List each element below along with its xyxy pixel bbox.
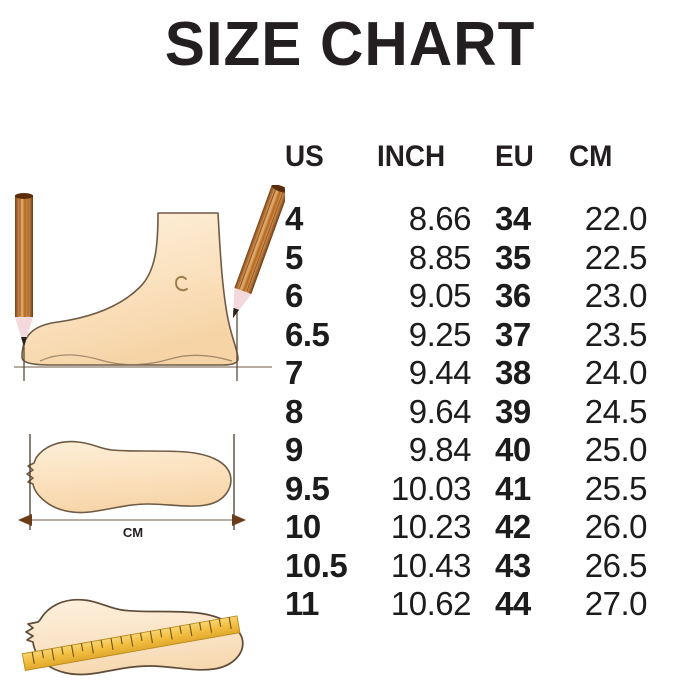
cell-inch: 9.84: [408, 431, 472, 468]
footprint-dimension-illustration: CM: [0, 410, 285, 550]
cell-eu: 38: [495, 354, 531, 391]
table-row: 10.5 10.43 43 26.5: [285, 549, 685, 588]
page-title: SIZE CHART: [164, 10, 536, 79]
cell-cm: 24.5: [584, 392, 648, 430]
cell-cm: 22.0: [584, 200, 648, 237]
cell-eu: 40: [495, 431, 531, 468]
cell-us: 9: [285, 431, 303, 468]
cell-eu: 34: [495, 200, 531, 237]
cell-cm: 25.0: [584, 431, 648, 468]
pencil-heel: [232, 185, 285, 319]
size-conversion-table: US INCH EU CM 4 8.66 34 22.0 5 8.85 35 22.5 6 9.0…: [285, 140, 685, 626]
cell-inch: 10.62: [390, 585, 472, 622]
cell-inch: 9.44: [408, 354, 472, 391]
cell-cm: 27.0: [584, 585, 648, 622]
illustrations-column: CM: [0, 185, 285, 690]
cell-eu: 42: [495, 508, 531, 545]
cell-cm: 22.5: [584, 238, 648, 276]
cell-us: 6: [285, 277, 303, 314]
cell-cm: 23.5: [584, 315, 648, 353]
column-header-cm: CM: [569, 140, 613, 173]
cell-us: 7: [285, 354, 303, 391]
cm-dimension-label: CM: [123, 525, 143, 540]
dimension-arrow-left: [18, 514, 32, 526]
ankle-bone-mark: [175, 275, 188, 292]
footprint-shape: [26, 440, 232, 514]
foot-side-shape: [21, 212, 239, 366]
cell-inch: 8.66: [408, 200, 472, 237]
cell-cm: 26.0: [584, 508, 648, 545]
cell-us: 10: [285, 508, 321, 545]
dimension-arrow-right: [232, 514, 246, 526]
table-row: 11 10.62 44 27.0: [285, 587, 685, 626]
cell-cm: 24.0: [584, 354, 648, 391]
table-row: 10 10.23 42 26.0: [285, 510, 685, 549]
table-header-row: US INCH EU CM: [285, 140, 685, 188]
table-row: 8 9.64 39 24.5: [285, 395, 685, 434]
table-row: 9 9.84 40 25.0: [285, 433, 685, 472]
cell-inch: 9.64: [408, 392, 472, 430]
table-body: 4 8.66 34 22.0 5 8.85 35 22.5 6 9.05 36 23.0 6.5 9.25…: [285, 202, 685, 626]
cell-eu: 36: [495, 277, 531, 314]
cell-cm: 26.5: [584, 546, 648, 584]
table-row: 4 8.66 34 22.0: [285, 202, 685, 241]
cell-us: 4: [285, 200, 303, 237]
cell-inch: 8.85: [408, 238, 472, 276]
footprint-tape-illustration: [0, 580, 285, 690]
cell-us: 8: [285, 392, 303, 430]
cell-inch: 10.23: [390, 508, 472, 545]
foot-sole-contour: [39, 354, 233, 366]
cell-us: 9.5: [285, 469, 330, 507]
table-row: 6.5 9.25 37 23.5: [285, 318, 685, 357]
table-row: 5 8.85 35 22.5: [285, 241, 685, 280]
cell-inch: 9.05: [408, 277, 472, 314]
cell-cm: 25.5: [584, 469, 648, 507]
cell-eu: 39: [495, 392, 531, 430]
cell-eu: 41: [495, 469, 531, 507]
cell-eu: 35: [495, 238, 531, 276]
cell-inch: 10.43: [390, 546, 472, 584]
column-header-inch: INCH: [377, 140, 446, 173]
foot-side-view-illustration: [0, 185, 285, 395]
cell-eu: 43: [495, 546, 531, 584]
pencil-toe: [15, 193, 33, 347]
column-header-us: US: [285, 140, 324, 173]
cell-inch: 10.03: [390, 469, 472, 507]
cell-eu: 44: [495, 585, 531, 622]
measuring-tape: [21, 615, 241, 672]
table-row: 9.5 10.03 41 25.5: [285, 472, 685, 511]
cell-cm: 23.0: [584, 277, 648, 314]
column-header-eu: EU: [495, 140, 534, 173]
cell-us: 6.5: [285, 315, 330, 353]
table-row: 7 9.44 38 24.0: [285, 356, 685, 395]
cell-us: 11: [285, 585, 319, 622]
table-row: 6 9.05 36 23.0: [285, 279, 685, 318]
cell-us: 10.5: [285, 546, 348, 584]
cell-eu: 37: [495, 315, 531, 353]
cell-inch: 9.25: [408, 315, 472, 353]
cell-us: 5: [285, 238, 303, 276]
